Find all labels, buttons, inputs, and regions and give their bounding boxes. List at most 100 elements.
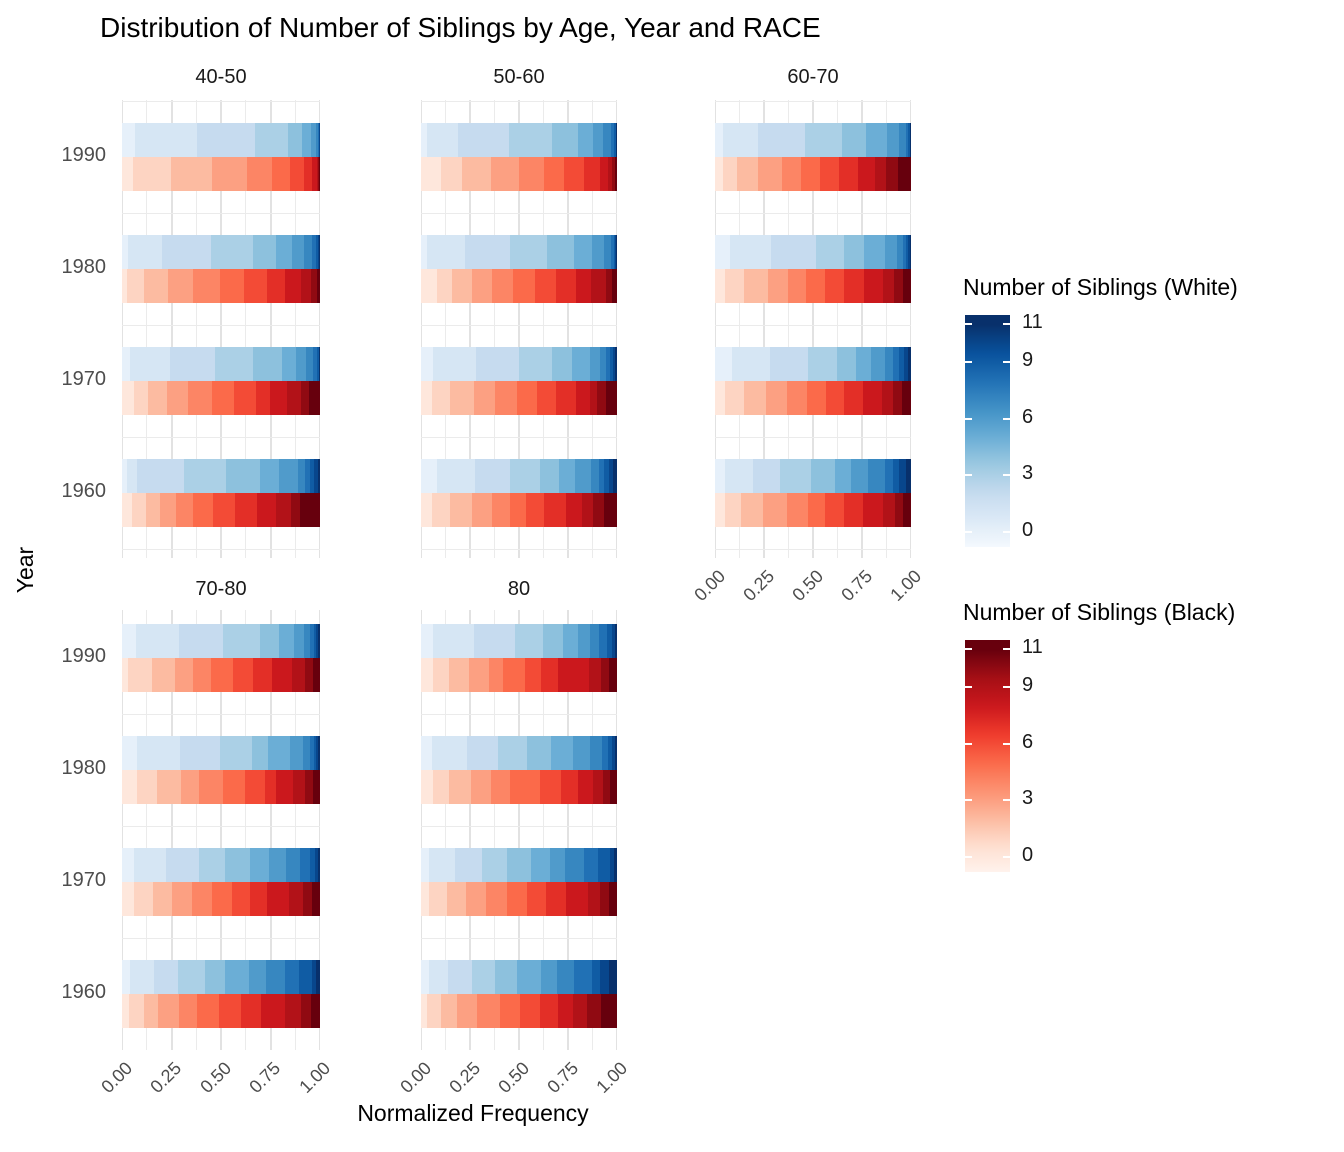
- bar-segment-sib-4: [252, 235, 277, 269]
- bar-segment-sib-3: [178, 960, 206, 994]
- bar-segment-sib-6: [519, 994, 540, 1028]
- gridline-v-minor: [494, 610, 495, 1050]
- facet-strip-label: 50-60: [493, 66, 545, 88]
- bar-segment-sib-2: [151, 658, 176, 692]
- bar-segment-sib-8: [276, 770, 294, 804]
- bar-segment-sib-1: [128, 994, 144, 1028]
- legend-tick-mark: [965, 323, 972, 326]
- bar-segment-sib-0: [421, 381, 432, 415]
- bar-segment-sib-8: [611, 123, 614, 157]
- bar-segment-sib-6: [577, 624, 590, 658]
- gridline-h-minor: [715, 324, 911, 326]
- bar-black-1960: [421, 493, 617, 527]
- bar-segment-sib-9: [316, 157, 319, 191]
- bar-segment-sib-9: [590, 381, 598, 415]
- bar-segment-sib-6: [526, 882, 547, 916]
- legend-tick-mark: [965, 530, 972, 533]
- bar-segment-sib-4: [491, 269, 514, 303]
- legend-colorbar-black: [965, 640, 1010, 872]
- bar-segment-sib-4: [842, 123, 866, 157]
- legend-tick-mark: [965, 474, 972, 477]
- bar-segment-sib-7: [304, 235, 313, 269]
- bar-segment-sib-9: [598, 848, 611, 882]
- legend-tick-mark: [965, 686, 972, 689]
- bar-segment-sib-1: [432, 658, 450, 692]
- bar-segment-sib-2: [450, 493, 472, 527]
- bar-black-1990: [122, 658, 320, 692]
- bar-segment-sib-11: [319, 347, 320, 381]
- bar-segment-sib-4: [507, 848, 531, 882]
- bar-segment-sib-3: [469, 658, 489, 692]
- bar-segment-sib-3: [222, 624, 260, 658]
- bar-segment-sib-10: [601, 658, 610, 692]
- bar-segment-sib-4: [176, 493, 194, 527]
- year-tick-label: 1970: [61, 869, 107, 891]
- bar-segment-sib-0: [715, 235, 730, 269]
- bar-segment-sib-9: [285, 994, 302, 1028]
- bar-segment-sib-3: [172, 882, 193, 916]
- bar-segment-sib-1: [722, 123, 759, 157]
- bar-segment-sib-6: [524, 658, 542, 692]
- bar-segment-sib-5: [222, 770, 245, 804]
- legend-tick-mark: [965, 361, 972, 364]
- bar-white-1960: [122, 459, 320, 493]
- gridline-v-major: [269, 610, 272, 1050]
- bar-segment-sib-10: [318, 347, 320, 381]
- bar-segment-sib-10: [907, 235, 910, 269]
- gridline-h-minor: [421, 212, 617, 214]
- bar-segment-sib-0: [421, 459, 437, 493]
- gridline-v-minor: [146, 610, 148, 1050]
- bar-segment-sib-10: [615, 235, 617, 269]
- bar-segment-sib-7: [267, 269, 286, 303]
- bar-segment-sib-2: [744, 381, 766, 415]
- bar-segment-sib-7: [844, 493, 863, 527]
- bar-segment-sib-9: [301, 269, 311, 303]
- legend-tick-label: 11: [1022, 636, 1043, 659]
- bar-segment-sib-8: [313, 347, 317, 381]
- bar-segment-sib-11: [903, 269, 911, 303]
- bar-segment-sib-10: [301, 994, 311, 1028]
- bar-segment-sib-7: [303, 736, 311, 770]
- year-tick-label: 1980: [61, 757, 107, 779]
- bar-segment-sib-6: [564, 157, 584, 191]
- legend-tick-label: 11: [1022, 311, 1043, 334]
- gridline-h-minor: [122, 436, 320, 438]
- bar-white-1980: [421, 235, 617, 269]
- bar-segment-sib-3: [175, 658, 194, 692]
- bar-segment-sib-7: [240, 994, 261, 1028]
- bar-segment-sib-5: [530, 848, 551, 882]
- gridline-v-minor: [445, 100, 446, 558]
- bar-segment-sib-2: [143, 269, 168, 303]
- bar-segment-sib-0: [715, 459, 725, 493]
- bar-segment-sib-2: [143, 994, 158, 1028]
- bar-segment-sib-6: [311, 123, 316, 157]
- bar-segment-sib-11: [317, 848, 320, 882]
- bar-segment-sib-6: [824, 493, 845, 527]
- bar-segment-sib-4: [193, 658, 212, 692]
- legend-tick-mark: [965, 648, 972, 651]
- bar-segment-sib-10: [600, 882, 610, 916]
- y-axis-title: Year: [12, 546, 38, 594]
- bar-segment-sib-8: [285, 269, 302, 303]
- bar-segment-sib-1: [133, 157, 171, 191]
- bar-black-1960: [715, 493, 911, 527]
- bar-segment-sib-0: [421, 347, 433, 381]
- gridline-h-minor: [715, 100, 911, 102]
- bar-segment-sib-0: [122, 736, 137, 770]
- bar-segment-sib-5: [563, 624, 578, 658]
- bar-segment-sib-1: [724, 493, 742, 527]
- bar-segment-sib-0: [715, 269, 725, 303]
- x-tick-label-text: 1.00: [592, 1058, 632, 1097]
- bar-segment-sib-6: [290, 736, 304, 770]
- bar-segment-sib-7: [264, 770, 277, 804]
- bar-segment-sib-9: [908, 123, 910, 157]
- bar-segment-sib-5: [510, 493, 526, 527]
- bar-segment-sib-3: [515, 624, 544, 658]
- gridline-v-minor: [195, 610, 197, 1050]
- bar-white-1960: [122, 960, 320, 994]
- bar-segment-sib-5: [516, 381, 537, 415]
- bar-segment-sib-9: [882, 493, 896, 527]
- bar-segment-sib-6: [593, 123, 604, 157]
- bar-segment-sib-7: [600, 347, 607, 381]
- bar-segment-sib-0: [122, 381, 134, 415]
